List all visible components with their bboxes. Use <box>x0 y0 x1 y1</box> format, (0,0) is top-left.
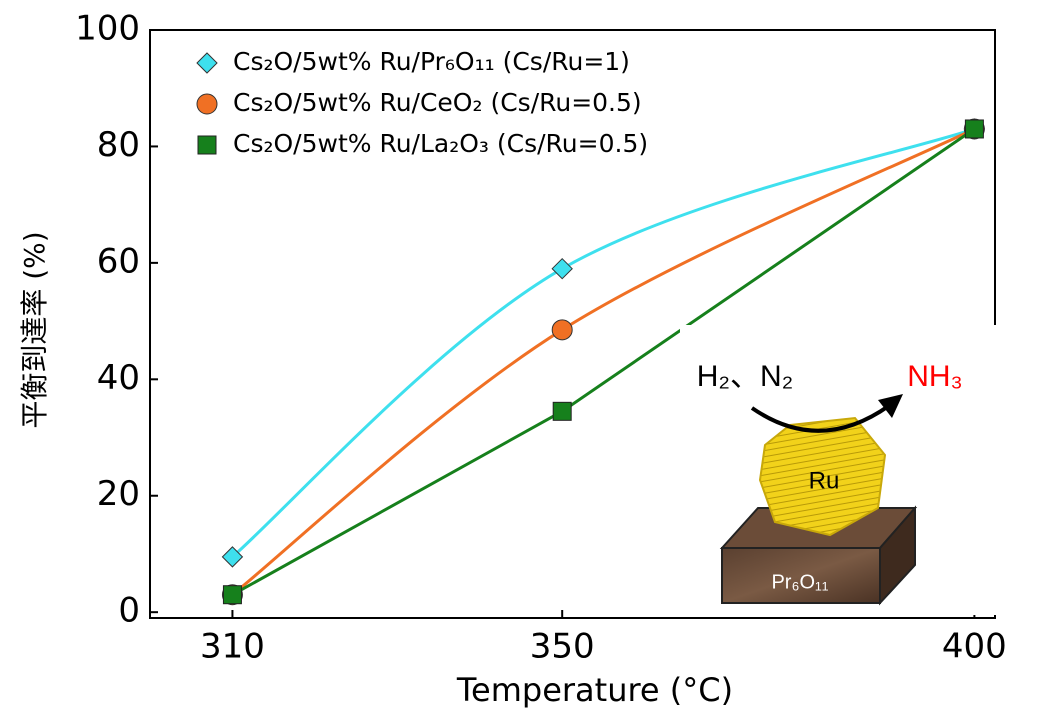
x-tick-label: 350 <box>530 627 595 667</box>
catalyst-label: Ru <box>809 467 840 494</box>
y-tick-label: 60 <box>97 241 140 281</box>
support-label: Pr₆O₁₁ <box>771 571 828 593</box>
legend-label: Cs₂O/5wt% Ru/CeO₂ (Cs/Ru=0.5) <box>233 88 642 117</box>
y-tick-label: 20 <box>97 474 140 514</box>
reactants: H₂、N₂ <box>697 360 794 393</box>
x-tick-label: 400 <box>942 627 1007 667</box>
y-axis-label: 平衡到達率 (%) <box>18 231 51 428</box>
legend-label: Cs₂O/5wt% Ru/Pr₆O₁₁ (Cs/Ru=1) <box>233 47 630 76</box>
chart: 0 20 40 60 80 100 310 350 400 Cs₂O/5wt% Ru/Pr₆O₁₁… <box>0 0 1038 715</box>
x-tick-label: 310 <box>200 627 265 667</box>
y-tick-label: 100 <box>75 9 140 49</box>
marker <box>552 259 572 279</box>
legend-marker <box>197 53 217 73</box>
marker <box>223 586 241 604</box>
marker <box>553 402 571 420</box>
y-tick-label: 40 <box>97 358 140 398</box>
legend-marker <box>197 94 217 114</box>
legend-marker <box>198 136 216 154</box>
y-tick-label: 0 <box>118 591 140 631</box>
y-tick-label: 80 <box>97 125 140 165</box>
marker <box>552 320 572 340</box>
product: NH₃ <box>907 360 963 393</box>
legend-label: Cs₂O/5wt% Ru/La₂O₃ (Cs/Ru=0.5) <box>233 129 648 158</box>
marker <box>965 120 983 138</box>
x-axis-label: Temperature (°C) <box>456 671 733 709</box>
inset-diagram: H₂、N₂ NH₃ Ru Pr₆O₁₁ <box>680 325 998 615</box>
